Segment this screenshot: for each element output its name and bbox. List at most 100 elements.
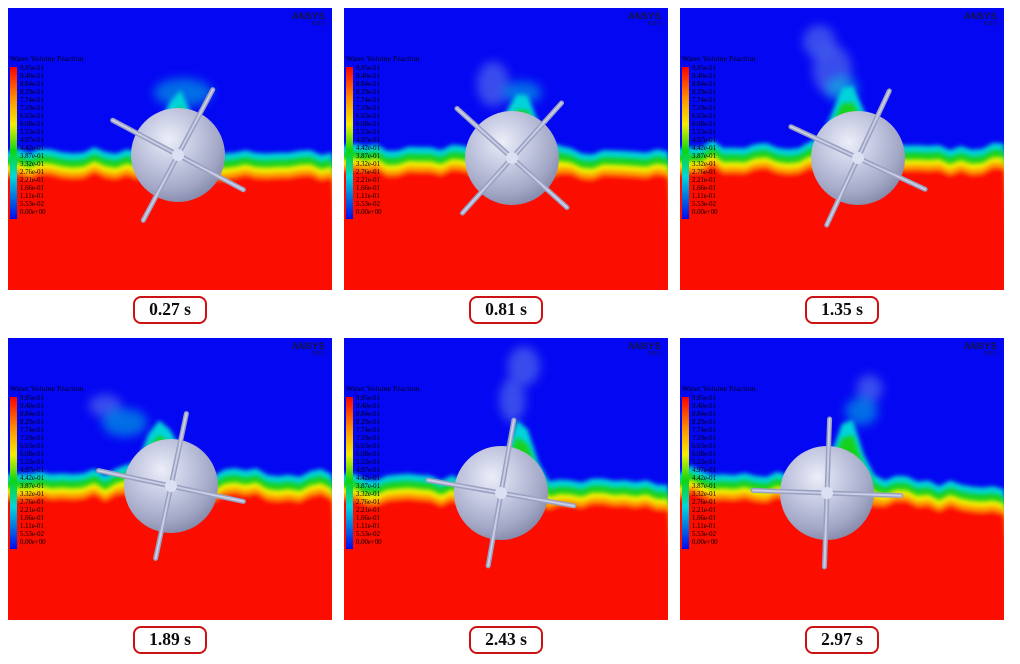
colorbar-tick-label: 5.53e-01 — [20, 459, 44, 466]
colorbar-tick-label: 4.42e-01 — [20, 145, 44, 152]
colorbar-tick-label: 1.11e-01 — [692, 523, 716, 530]
colorbar-tick-label: 3.87e-01 — [20, 483, 44, 490]
colorbar-tick-label: 3.87e-01 — [692, 153, 716, 160]
colorbar-tick-label: 2.21e-01 — [20, 507, 44, 514]
contour-scene: Water Volume Fraction 9.95e-01 9.40e-01 8.… — [344, 8, 668, 290]
legend-title: Water Volume Fraction — [682, 384, 756, 393]
spray-wisp — [476, 61, 510, 107]
impeller-hub — [495, 487, 507, 499]
colorbar-tick-label: 1.66e-01 — [692, 515, 716, 522]
colorbar-tick-label: 0.00e+00 — [356, 209, 382, 216]
colorbar-tick-label: 5.53e-01 — [20, 129, 44, 136]
spray-wisp — [856, 374, 883, 403]
colorbar-tick-label: 4.97e-01 — [692, 137, 716, 144]
colorbar-tick-label: 4.42e-01 — [692, 475, 716, 482]
colorbar-tick-label: 2.76e-01 — [692, 499, 716, 506]
colorbar-legend: Water Volume Fraction 9.95e-01 9.40e-01 8.… — [346, 384, 420, 549]
impeller-hub — [506, 152, 518, 164]
colorbar — [346, 67, 353, 219]
colorbar-tick-label: 6.63e-01 — [692, 443, 716, 450]
colorbar-tick-label: 8.29e-01 — [692, 419, 716, 426]
colorbar-tick-label: 5.53e-02 — [692, 201, 716, 208]
colorbar-tick-label: 6.63e-01 — [692, 113, 716, 120]
contour-scene: Water Volume Fraction 9.95e-01 9.40e-01 8.… — [680, 338, 1004, 620]
colorbar-labels: 9.95e-01 9.40e-01 8.84e-01 8.29e-01 7.74e-01… — [356, 395, 382, 547]
colorbar-tick-label: 9.40e-01 — [692, 73, 716, 80]
colorbar-tick-label: 3.32e-01 — [692, 161, 716, 168]
cfd-panel: Water Volume Fraction 9.95e-01 9.40e-01 8.… — [680, 8, 1004, 330]
colorbar-tick-label: 8.84e-01 — [692, 411, 716, 418]
legend-title: Water Volume Fraction — [682, 54, 756, 63]
colorbar-tick-label: 8.84e-01 — [692, 81, 716, 88]
colorbar-tick-label: 7.74e-01 — [692, 97, 716, 104]
colorbar-tick-label: 5.53e-02 — [20, 531, 44, 538]
interface-band — [344, 168, 668, 290]
colorbar-tick-label: 7.74e-01 — [356, 427, 380, 434]
colorbar-tick-label: 7.74e-01 — [20, 97, 44, 104]
colorbar-tick-label: 3.32e-01 — [356, 161, 380, 168]
time-label: 2.97 s — [805, 626, 879, 654]
colorbar-tick-label: 1.66e-01 — [20, 515, 44, 522]
colorbar-tick-label: 9.40e-01 — [356, 73, 380, 80]
caption-row: 0.81 s — [344, 290, 668, 330]
colorbar-tick-label: 6.63e-01 — [20, 443, 44, 450]
colorbar-tick-label: 7.19e-01 — [692, 435, 716, 442]
colorbar-tick-label: 2.76e-01 — [692, 169, 716, 176]
colorbar-tick-label: 6.63e-01 — [356, 443, 380, 450]
impeller-blades — [750, 416, 904, 570]
colorbar-labels: 9.95e-01 9.40e-01 8.84e-01 8.29e-01 7.74e-01… — [692, 65, 718, 217]
colorbar-tick-label: 4.42e-01 — [20, 475, 44, 482]
colorbar-tick-label: 2.21e-01 — [692, 177, 716, 184]
colorbar-tick-label: 3.32e-01 — [356, 491, 380, 498]
spray-wisp — [803, 24, 836, 59]
colorbar — [10, 67, 17, 219]
colorbar-tick-label: 9.40e-01 — [692, 403, 716, 410]
interface-band — [680, 491, 1004, 620]
colorbar-tick-label: 3.87e-01 — [356, 483, 380, 490]
ansys-version-text: R15.0 — [983, 21, 997, 27]
colorbar-tick-label: 2.76e-01 — [20, 169, 44, 176]
colorbar-tick-label: 6.08e-01 — [20, 121, 44, 128]
spray-wisp — [101, 408, 148, 437]
cfd-panel: Water Volume Fraction 9.95e-01 9.40e-01 8.… — [8, 338, 332, 660]
colorbar-tick-label: 4.97e-01 — [20, 467, 44, 474]
spray-wisp — [845, 397, 878, 426]
colorbar-tick-label: 1.11e-01 — [356, 523, 380, 530]
colorbar — [682, 67, 689, 219]
colorbar-tick-label: 3.87e-01 — [692, 483, 716, 490]
colorbar-tick-label: 4.42e-01 — [356, 475, 380, 482]
colorbar-tick-label: 5.53e-01 — [356, 459, 380, 466]
colorbar-tick-label: 4.97e-01 — [692, 467, 716, 474]
colorbar-tick-label: 2.21e-01 — [692, 507, 716, 514]
colorbar-tick-label: 8.84e-01 — [356, 81, 380, 88]
colorbar-labels: 9.95e-01 9.40e-01 8.84e-01 8.29e-01 7.74e-01… — [20, 65, 46, 217]
colorbar-tick-label: 1.66e-01 — [356, 515, 380, 522]
colorbar-tick-label: 9.95e-01 — [20, 65, 44, 72]
colorbar-tick-label: 2.21e-01 — [356, 507, 380, 514]
colorbar-tick-label: 2.21e-01 — [356, 177, 380, 184]
contour-scene: Water Volume Fraction 9.95e-01 9.40e-01 8.… — [8, 338, 332, 620]
colorbar-tick-label: 8.29e-01 — [20, 89, 44, 96]
impeller-blades — [96, 411, 246, 561]
interface-band — [8, 492, 332, 620]
colorbar-tick-label: 3.87e-01 — [20, 153, 44, 160]
ansys-logo-text: ANSYS — [963, 341, 997, 351]
colorbar-tick-label: 9.95e-01 — [692, 395, 716, 402]
impeller-hub — [172, 149, 184, 161]
contour-plot — [8, 8, 332, 290]
cfd-panel: Water Volume Fraction 9.95e-01 9.40e-01 8.… — [680, 338, 1004, 660]
interface-band — [680, 164, 1004, 290]
colorbar-tick-label: 5.53e-01 — [692, 129, 716, 136]
time-label: 0.27 s — [133, 296, 207, 324]
ansys-logo-text: ANSYS — [627, 341, 661, 351]
colorbar-tick-label: 5.53e-01 — [692, 459, 716, 466]
interface-band — [8, 166, 332, 290]
colorbar-tick-label: 6.08e-01 — [20, 451, 44, 458]
spray-wisp — [153, 78, 213, 107]
impeller-hub — [165, 480, 177, 492]
colorbar-legend: Water Volume Fraction 9.95e-01 9.40e-01 8.… — [10, 54, 84, 219]
colorbar-tick-label: 2.76e-01 — [356, 169, 380, 176]
colorbar-legend: Water Volume Fraction 9.95e-01 9.40e-01 8.… — [682, 384, 756, 549]
ansys-version-text: R15.0 — [647, 351, 661, 357]
colorbar-tick-label: 4.42e-01 — [356, 145, 380, 152]
